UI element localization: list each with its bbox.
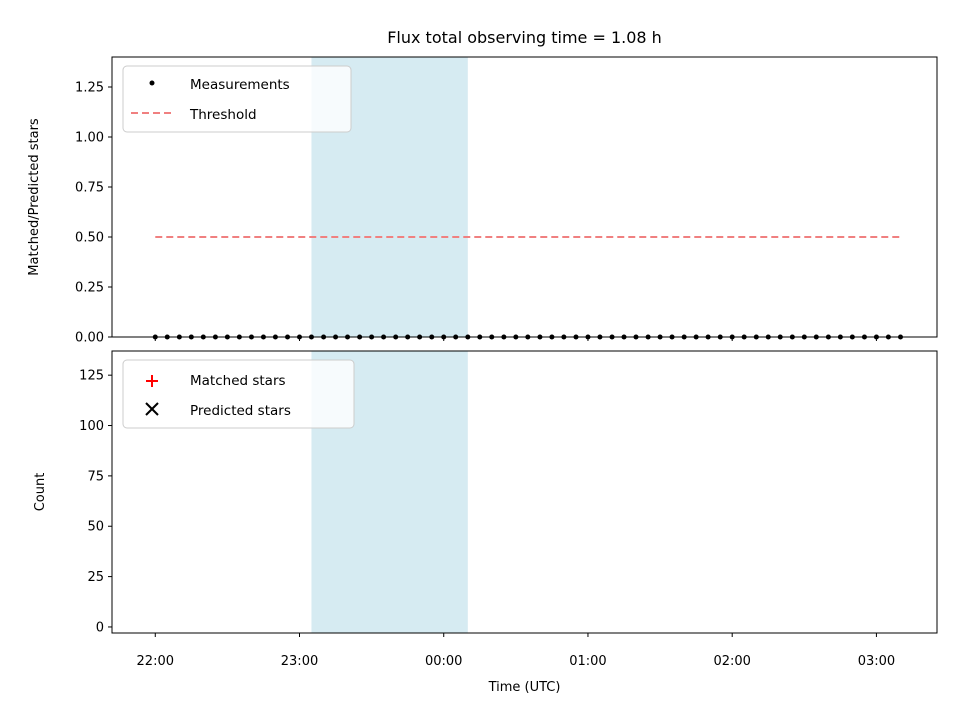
count-panel-xtick-label: 23:00: [281, 654, 318, 669]
ratio-panel-ytick-label: 0.75: [75, 181, 104, 196]
count-panel-legend: Matched stars Predicted stars: [122, 359, 355, 429]
legend-measurements-marker: [149, 80, 155, 86]
count-panel-xtick-label: 22:00: [137, 654, 174, 669]
count-panel-ylabel: Count: [33, 473, 48, 512]
count-panel-xlabel: Time (UTC): [488, 680, 561, 695]
count-panel-ytick-label: 75: [87, 469, 104, 484]
legend-predicted-label: Predicted stars: [190, 403, 291, 419]
count-panel-ytick-label: 100: [79, 419, 104, 434]
legend-matched-marker: [146, 375, 158, 387]
count-panel-ytick-label: 0: [96, 620, 104, 635]
count-panel-xtick-label: 01:00: [569, 654, 606, 669]
count-panel-ytick-label: 125: [79, 369, 104, 384]
count-panel-xtick-label: 00:00: [425, 654, 462, 669]
ratio-panel-title: Flux total observing time = 1.08 h: [387, 28, 662, 47]
ratio-panel-frame: [111, 56, 938, 338]
ratio-panel-legend: Measurements Threshold: [122, 65, 352, 133]
ratio-panel-ytick-label: 0.00: [75, 331, 104, 346]
count-panel-xtick-label: 03:00: [858, 654, 895, 669]
legend-predicted-marker: [145, 402, 159, 416]
count-panel-xtick-label: 02:00: [713, 654, 750, 669]
ratio-panel-ytick-label: 0.50: [75, 231, 104, 246]
ratio-panel-ytick-label: 1.25: [75, 81, 104, 96]
legend-measurements-label: Measurements: [190, 77, 290, 93]
ratio-panel-ytick-label: 0.25: [75, 281, 104, 296]
ratio-panel-ylabel: Matched/Predicted stars: [27, 118, 42, 276]
count-panel-ytick-label: 25: [87, 570, 104, 585]
count-panel: 0 25 50 75 100 125 22:00 23:00 00:00 01:00 02:00 0…: [33, 350, 938, 695]
count-panel-frame: [111, 350, 938, 634]
ratio-panel-ytick-label: 1.00: [75, 131, 104, 146]
legend-matched-label: Matched stars: [190, 373, 286, 389]
count-panel-ytick-label: 50: [87, 520, 104, 535]
legend-threshold-label: Threshold: [189, 107, 257, 123]
ratio-panel: 0.00 0.25 0.50 0.75 1.00 1.25 Flux total obse…: [27, 28, 938, 346]
